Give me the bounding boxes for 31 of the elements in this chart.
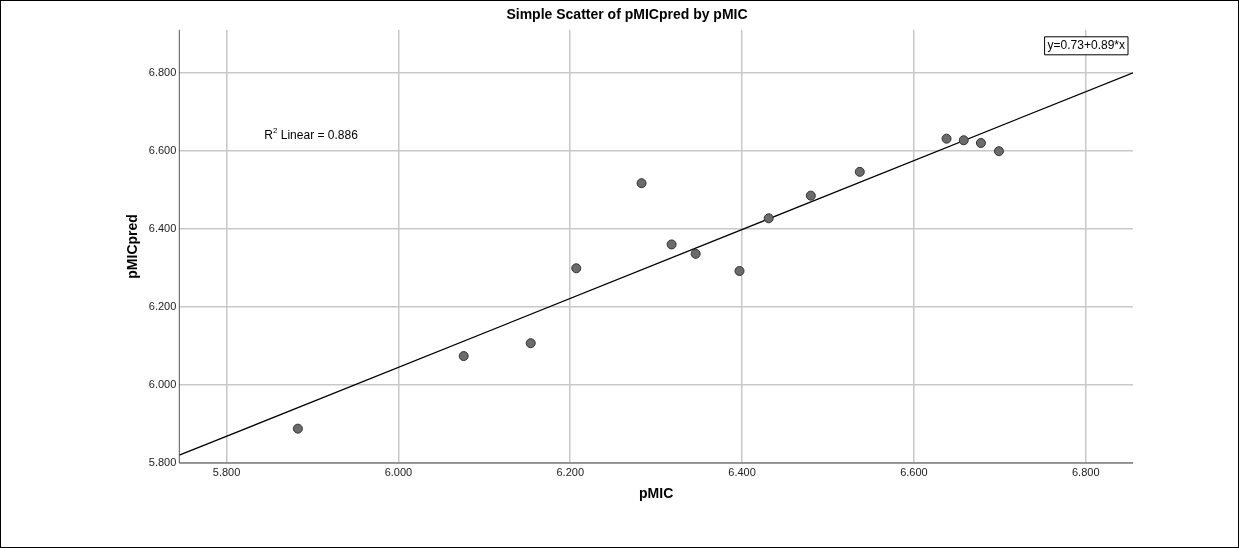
point	[734, 265, 745, 276]
point	[571, 263, 582, 274]
x-tick-label: 6.600	[900, 465, 928, 478]
x-tick-label: 6.200	[556, 465, 585, 478]
y-tick-label: 6.200	[148, 299, 177, 312]
point	[636, 178, 647, 189]
y-tick-label: 5.800	[148, 456, 177, 469]
point	[854, 166, 865, 177]
x-tick-label: 6.800	[1071, 465, 1100, 478]
y-tick-label: 6.000	[148, 377, 177, 390]
annotation: y=0.73+0.89*x	[1047, 38, 1126, 53]
point	[941, 133, 952, 144]
point	[690, 248, 701, 259]
point	[975, 137, 986, 148]
y-tick-label: 6.600	[148, 143, 177, 156]
point	[763, 213, 774, 224]
point	[292, 423, 303, 434]
y-tick-label: 6.400	[148, 221, 177, 234]
point	[958, 135, 969, 146]
x-tick-label: 5.800	[212, 465, 241, 478]
x-axis-title: pMIC	[639, 485, 674, 502]
y-tick-label: 6.800	[148, 65, 177, 78]
x-tick-label: 6.000	[384, 465, 413, 478]
point	[805, 190, 816, 201]
point	[458, 351, 469, 362]
point	[666, 239, 677, 250]
y-axis-title: pMICpred	[124, 214, 141, 279]
point	[525, 338, 536, 349]
point	[993, 146, 1004, 157]
x-tick-label: 6.400	[728, 465, 756, 478]
chart-title: Simple Scatter of pMICpred by pMIC	[506, 6, 748, 23]
